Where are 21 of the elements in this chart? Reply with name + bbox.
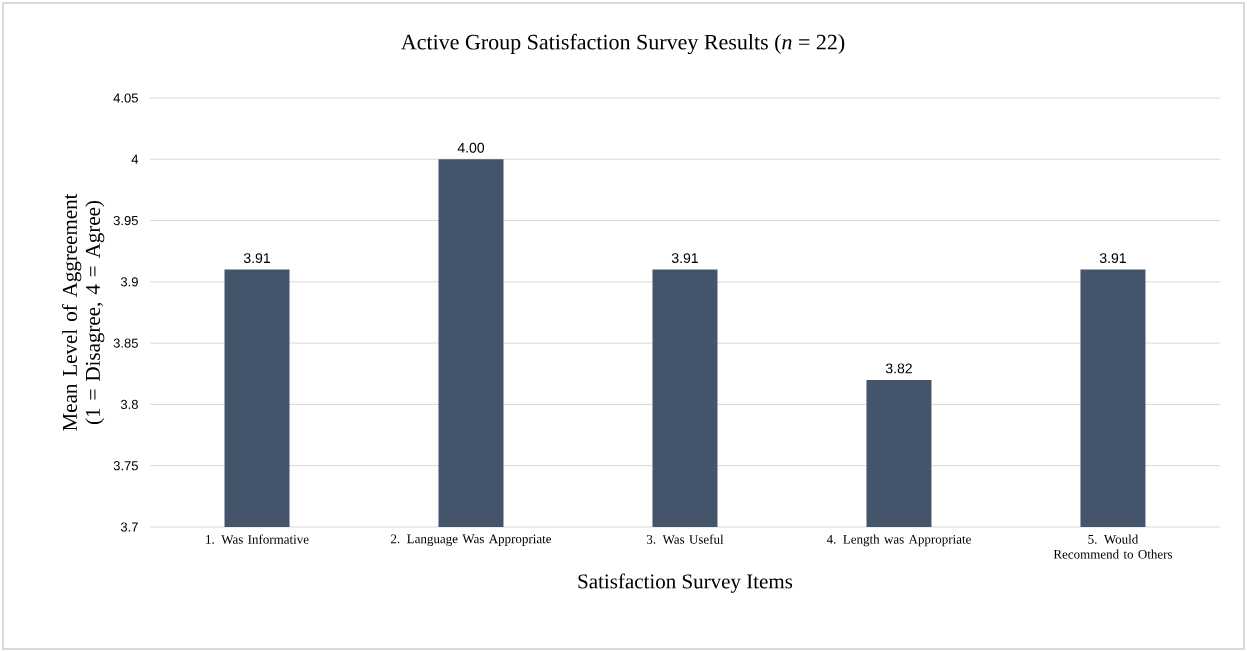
y-tick-label: 4 bbox=[131, 154, 139, 164]
x-tick-label: 4. Length was Appropriate bbox=[826, 534, 971, 547]
x-tick-label: 1. Was Informative bbox=[206, 534, 309, 544]
y-tick-label: 3.95 bbox=[113, 215, 138, 226]
x-tick-label: 5. Would Recommend to Others bbox=[1053, 534, 1173, 559]
x-tick-label: 2. Language Was Appropriate bbox=[391, 534, 552, 546]
y-tick-label: 3.9 bbox=[120, 277, 138, 287]
data-label: 3.91 bbox=[671, 253, 698, 264]
x-tick-label: 3. Was Useful bbox=[646, 534, 724, 544]
y-axis-title: Mean Level of Aggreement (1 = Disagree, 4 = Agree) bbox=[61, 193, 105, 431]
y-tick-label: 3.75 bbox=[113, 461, 138, 471]
y-tick-label: 3.85 bbox=[113, 338, 138, 348]
data-label: 3.91 bbox=[1099, 253, 1126, 264]
x-axis-title: Satisfaction Survey Items bbox=[578, 573, 793, 593]
y-tick-label: 4.05 bbox=[113, 93, 138, 103]
y-tick-label: 3.7 bbox=[120, 522, 138, 532]
data-label: 3.82 bbox=[885, 363, 912, 374]
y-tick-label: 3.8 bbox=[120, 399, 138, 410]
chart-title: Active Group Satisfaction Survey Results (n = 22) bbox=[401, 33, 845, 55]
data-label: 3.91 bbox=[243, 253, 270, 264]
data-label: 4.00 bbox=[457, 142, 485, 153]
